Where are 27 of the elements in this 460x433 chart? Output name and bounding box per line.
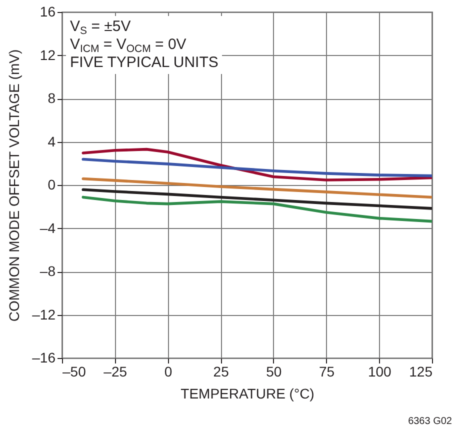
x-tick-label: –25 bbox=[104, 364, 128, 380]
x-tick-label: 100 bbox=[368, 364, 392, 380]
x-tick-label: 125 bbox=[409, 364, 433, 380]
y-tick-label: –12 bbox=[32, 306, 56, 322]
line-series bbox=[82, 158, 432, 178]
x-axis-title: TEMPERATURE (°C) bbox=[180, 386, 314, 402]
x-tick-label: 25 bbox=[213, 364, 230, 380]
x-tick-label: 0 bbox=[164, 364, 172, 380]
y-tick-label: –4 bbox=[40, 220, 56, 236]
line-series bbox=[82, 148, 432, 182]
x-tick-label: –50 bbox=[62, 364, 86, 380]
y-tick-label: –16 bbox=[32, 350, 56, 366]
y-tick-label: 16 bbox=[40, 4, 56, 20]
y-tick-label: 4 bbox=[48, 133, 56, 150]
line-series bbox=[82, 177, 432, 199]
text: 6363 G02 bbox=[408, 416, 452, 427]
y-axis-title: COMMON MODE OFFSET VOLTAGE (mV) bbox=[6, 49, 22, 322]
annotation: FIVE TYPICAL UNITS bbox=[70, 54, 218, 72]
annotation: V$_{ICM}$ = V$_{OCM}$ = 0V bbox=[70, 36, 188, 55]
line-series bbox=[82, 196, 432, 223]
annotation: V$_{S}$ = ±5V bbox=[70, 18, 132, 37]
y-tick-label: –8 bbox=[40, 263, 56, 279]
x-tick-label: 50 bbox=[266, 364, 282, 380]
y-tick-label: 0 bbox=[48, 176, 56, 192]
x-tick-label: 75 bbox=[318, 364, 335, 380]
y-tick-label: 12 bbox=[40, 46, 56, 63]
y-tick-label: 8 bbox=[48, 90, 56, 106]
